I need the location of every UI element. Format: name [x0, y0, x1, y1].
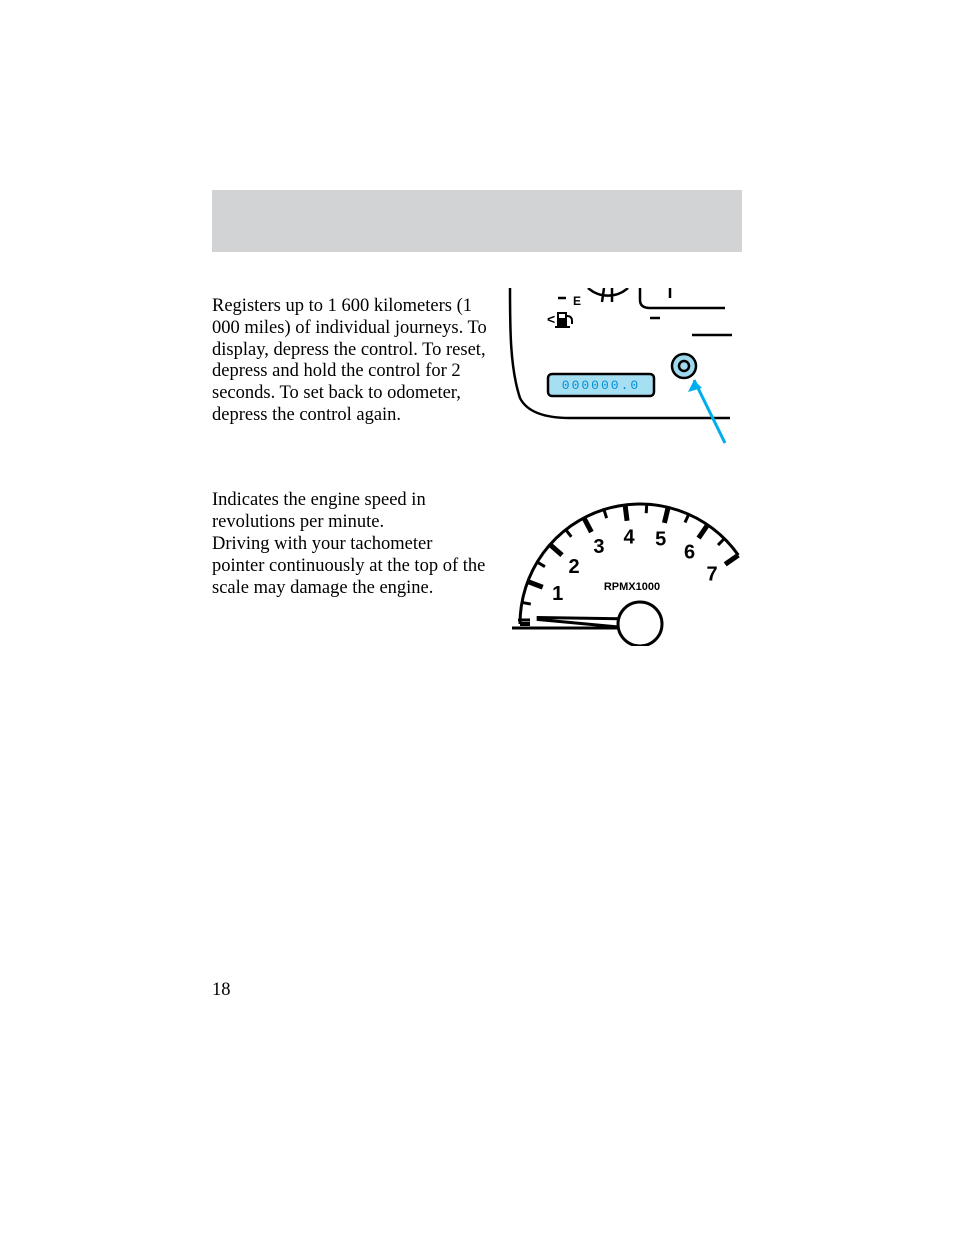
odometer-figure: E < 000000.0	[500, 288, 740, 448]
svg-text:E: E	[573, 294, 581, 308]
svg-text:<: <	[547, 311, 555, 327]
svg-text:RPMX1000: RPMX1000	[604, 581, 660, 593]
trip-reset-button[interactable]	[672, 354, 696, 378]
svg-text:7: 7	[707, 564, 718, 586]
page-number: 18	[212, 980, 231, 1001]
callout-arrow	[688, 380, 725, 443]
header-bar	[212, 190, 742, 252]
svg-text:3: 3	[593, 536, 604, 558]
svg-text:000000.0: 000000.0	[562, 378, 640, 393]
fuel-pump-icon	[555, 312, 572, 327]
tachometer-paragraph-a: Indicates the engine speed in revolution…	[212, 490, 487, 534]
svg-text:4: 4	[623, 527, 635, 549]
tachometer-figure: 1234567 RPMX1000	[500, 486, 740, 646]
tachometer-paragraph-b: Driving with your tachometer pointer con…	[212, 534, 487, 599]
lcd-odometer: 000000.0	[548, 374, 654, 396]
svg-text:5: 5	[655, 528, 666, 550]
page: Registers up to 1 600 kilometers (1 000 …	[0, 0, 954, 1235]
svg-text:1: 1	[552, 583, 563, 605]
svg-text:6: 6	[684, 541, 695, 563]
trip-odometer-paragraph: Registers up to 1 600 kilometers (1 000 …	[212, 296, 487, 427]
svg-text:2: 2	[568, 556, 579, 578]
